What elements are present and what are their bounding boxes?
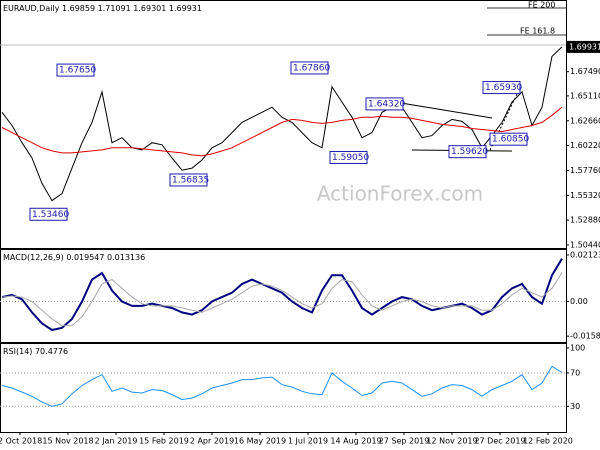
x-tick-label: 15 Feb 2019 — [139, 437, 189, 446]
header-value: 1.69301 — [133, 4, 166, 13]
annotation-label: 1.60850 — [492, 135, 529, 145]
y-tick-label: 1.65110 — [570, 91, 600, 100]
header-value: 0.019547 — [66, 253, 104, 262]
x-tick-label: 2 Apr 2019 — [190, 437, 234, 446]
annotation-box — [365, 97, 404, 111]
panel-title: RSI(14) 70.4776 — [3, 347, 68, 356]
annotation-label: 1.64320 — [368, 99, 405, 109]
header-value: 70.4776 — [35, 347, 68, 356]
annotation-box — [448, 145, 487, 159]
y-tick-label: 1.52880 — [570, 216, 600, 225]
y-tick-label: 70 — [570, 368, 580, 377]
trendline — [394, 101, 493, 119]
annotation-label: 1.59050 — [332, 153, 369, 163]
annotation-box — [169, 173, 208, 187]
annotation-label: 1.59620 — [451, 147, 488, 157]
price-panel — [0, 0, 567, 249]
annotation-label: 1.65930 — [485, 83, 522, 93]
x-tick-label: 2 Oct 2018 — [0, 437, 42, 446]
current-price-box — [567, 40, 600, 53]
annotation-box — [56, 63, 95, 77]
series-line — [1, 46, 563, 202]
y-tick-label: 1.60220 — [570, 141, 600, 150]
rsi-panel — [0, 343, 567, 433]
panel-title: EURAUD,Daily 1.69859 1.71091 1.69301 1.6… — [3, 4, 202, 13]
header-value: MACD(12,26,9) — [3, 253, 64, 262]
panel-title: MACD(12,26,9) 0.019547 0.013136 — [3, 253, 145, 262]
y-tick-label: -0.015829 — [570, 332, 600, 341]
header-value: 1.69859 — [62, 4, 95, 13]
macd-panel — [0, 249, 567, 343]
header-value: 1.69931 — [169, 4, 202, 13]
y-tick-label: 1.57760 — [570, 166, 600, 175]
watermark: ActionForex.com — [317, 182, 483, 206]
y-tick-label: 30 — [570, 402, 580, 411]
x-tick-label: 14 Aug 2019 — [330, 437, 381, 446]
x-tick-label: 15 Nov 2018 — [42, 437, 93, 446]
y-tick-label: 1.62660 — [570, 116, 600, 125]
annotation-box — [329, 150, 368, 164]
x-tick-label: 12 Nov 2019 — [426, 437, 477, 446]
annotation-label: 1.56835 — [172, 175, 209, 185]
annotation-label: 1.67860 — [293, 63, 330, 73]
x-tick-label: 12 Feb 2020 — [523, 437, 573, 446]
annotation-label: 1.53460 — [32, 210, 69, 220]
y-tick-label: 1.67490 — [570, 67, 600, 76]
series-line — [1, 258, 563, 332]
y-tick-label: 100 — [570, 343, 585, 352]
annotation-box — [482, 81, 521, 95]
x-tick-label: 16 May 2019 — [234, 437, 286, 446]
header-value: 0.013136 — [107, 253, 145, 262]
y-tick-label: 1.55320 — [570, 191, 600, 200]
x-tick-label: 1 Jul 2019 — [288, 437, 328, 446]
fe-label: FE 161.8 — [520, 27, 555, 36]
header-value: EURAUD,Daily — [3, 4, 60, 13]
series-line — [1, 106, 563, 157]
y-tick-label: 0.00 — [570, 297, 588, 306]
annotation-label: 1.67650 — [59, 66, 96, 76]
y-tick-label: 1.50440 — [570, 240, 600, 249]
series-line — [1, 272, 563, 327]
current-price-label: 1.69931 — [569, 42, 600, 51]
header-value: RSI(14) — [3, 347, 32, 356]
fe-label: FE 200 — [528, 1, 555, 10]
y-tick-label: 0.021231 — [570, 250, 600, 259]
series-line — [1, 365, 563, 407]
annotation-box — [489, 132, 528, 146]
x-tick-label: 27 Dec 2019 — [474, 437, 525, 446]
annotation-box — [29, 207, 68, 221]
annotation-box — [290, 61, 329, 75]
header-value: 1.71091 — [98, 4, 131, 13]
x-tick-label: 2 Jan 2019 — [95, 437, 138, 446]
x-tick-label: 27 Sep 2019 — [379, 437, 430, 446]
